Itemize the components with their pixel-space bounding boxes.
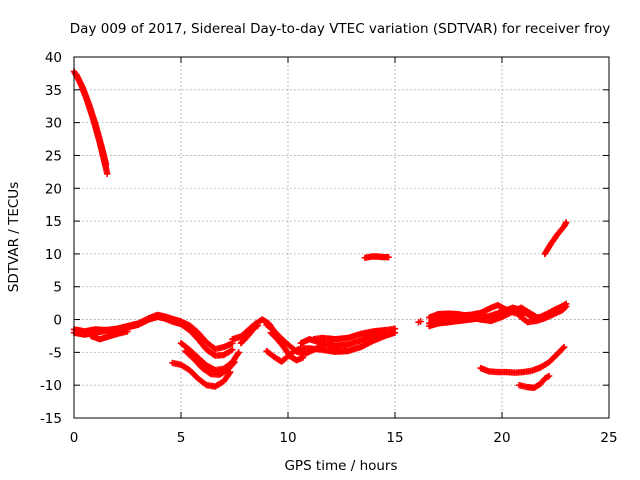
y-tick-label: -10	[40, 378, 62, 394]
y-tick-label: 20	[45, 181, 62, 197]
y-tick-label: -15	[40, 411, 62, 427]
x-tick-label: 25	[600, 430, 617, 446]
series-arc-early-descent-b	[72, 70, 110, 168]
grid	[74, 57, 609, 418]
ticks: 0 5 10 15 20 25 -15 -10 -5 0 5 10 15 20 25 30 35 40	[40, 50, 618, 446]
y-tick-label: 10	[45, 247, 62, 263]
y-tick-label: 30	[45, 116, 62, 132]
series-arc-morning-3	[87, 328, 131, 343]
y-tick-label: 5	[53, 280, 62, 296]
y-tick-label: 0	[53, 313, 62, 329]
series-arc-late-high	[541, 219, 570, 258]
data-series	[70, 68, 570, 391]
series-arc-midday-5	[297, 330, 390, 349]
data-point-markers	[515, 372, 553, 391]
y-tick-label: 40	[45, 50, 62, 66]
data-point-markers	[237, 322, 262, 347]
data-point-markers	[477, 343, 568, 376]
series-arc-late-rise-c	[515, 303, 566, 326]
y-tick-label: 15	[45, 214, 62, 230]
data-point-markers	[361, 253, 392, 261]
plot-frame	[73, 56, 610, 419]
series-arc-afternoon-gap	[415, 318, 424, 326]
chart-title: Day 009 of 2017, Sidereal Day-to-day VTE…	[70, 21, 610, 37]
data-point-markers	[72, 70, 110, 168]
data-point-markers	[297, 330, 390, 349]
series-arc-v-2	[182, 347, 238, 378]
x-tick-label: 0	[70, 430, 79, 446]
y-tick-label: 25	[45, 148, 62, 164]
series-arc-evening-3	[426, 304, 542, 325]
series-arc-late-lowest	[515, 372, 553, 391]
data-point-markers	[426, 304, 542, 325]
data-point-markers	[541, 219, 570, 258]
x-tick-label: 15	[386, 430, 403, 446]
y-tick-label: 35	[45, 83, 62, 99]
x-tick-label: 5	[177, 430, 186, 446]
series-arc-noon-b	[237, 322, 262, 347]
data-point-markers	[182, 347, 238, 378]
series-arc-late-low	[477, 343, 568, 376]
x-tick-label: 20	[493, 430, 510, 446]
data-point-markers	[415, 318, 424, 326]
x-axis-label: GPS time / hours	[284, 458, 397, 474]
y-axis-label: SDTVAR / TECUs	[6, 182, 22, 292]
data-point-markers	[169, 359, 234, 390]
data-point-markers	[515, 303, 566, 326]
x-tick-label: 10	[279, 430, 296, 446]
data-point-markers	[87, 328, 131, 343]
series-arc-isolated-14h	[361, 253, 392, 261]
series-arc-v-3	[169, 359, 234, 390]
y-tick-label: -5	[49, 345, 62, 361]
